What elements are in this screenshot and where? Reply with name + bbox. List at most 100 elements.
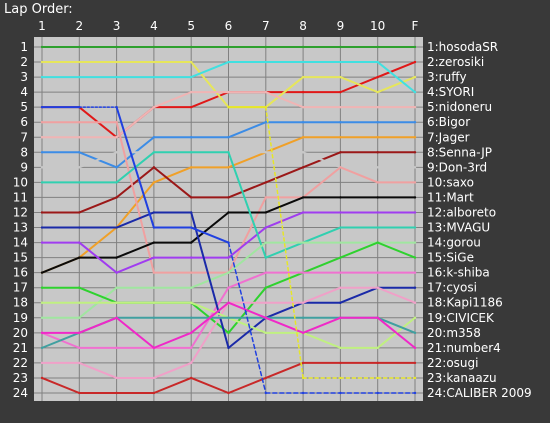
series-segment [190, 61, 230, 109]
data-point [264, 271, 267, 274]
y-tick-label: 11 [13, 190, 28, 204]
data-point [301, 376, 305, 380]
series-segment [41, 256, 81, 274]
series-segment [190, 91, 230, 109]
data-point [115, 301, 118, 304]
data-point [413, 136, 417, 139]
data-point [152, 75, 156, 79]
series-segment [115, 211, 155, 229]
data-point [227, 45, 230, 49]
series-segment [190, 301, 230, 319]
data-point [339, 301, 342, 304]
data-point [264, 211, 267, 214]
data-point [413, 166, 417, 169]
data-point [115, 121, 118, 124]
data-point [301, 196, 305, 199]
series-segment [227, 316, 267, 349]
data-point [78, 331, 81, 335]
data-point [376, 316, 379, 319]
series-segment [227, 151, 267, 259]
y-tick-label: 18 [13, 296, 28, 310]
y-tick-label: 9 [20, 160, 28, 174]
data-point [264, 105, 267, 109]
series-segment [227, 181, 267, 199]
series-segment [339, 76, 379, 94]
series-label: 19:CIVICEK [427, 311, 495, 325]
data-point [301, 90, 305, 94]
series-segment [78, 361, 118, 379]
data-point [339, 226, 342, 229]
series-segment [227, 241, 267, 274]
data-point [115, 151, 118, 154]
series-segment [264, 76, 305, 109]
series-segment [78, 316, 118, 334]
data-point [115, 136, 118, 139]
data-point [40, 166, 44, 169]
data-point [339, 286, 342, 289]
data-point [413, 226, 417, 229]
data-point [376, 271, 379, 274]
series-segment [376, 316, 416, 349]
y-tick-label: 16 [13, 266, 28, 280]
data-point [152, 376, 156, 380]
data-point [301, 331, 305, 335]
data-point [78, 75, 81, 79]
data-point [339, 391, 342, 395]
data-point [413, 181, 417, 184]
series-segment [152, 331, 193, 349]
data-point [227, 316, 230, 319]
data-point [376, 211, 379, 214]
data-point [152, 286, 156, 289]
series-segment [264, 166, 305, 184]
data-point [339, 361, 342, 365]
series-line [40, 211, 417, 350]
series-segment [190, 211, 230, 349]
data-point [264, 226, 267, 229]
series-line [40, 90, 417, 139]
data-point [190, 316, 193, 319]
data-point [227, 271, 230, 274]
data-point [376, 90, 379, 94]
data-point [190, 301, 193, 304]
series-segment [376, 286, 416, 304]
data-point [78, 241, 81, 244]
data-point [40, 346, 44, 350]
series-segment [302, 256, 342, 274]
data-point [40, 136, 44, 139]
data-point [115, 226, 118, 229]
series-segment [339, 166, 379, 184]
data-point [40, 121, 44, 124]
data-point [376, 45, 379, 49]
data-point [40, 361, 44, 365]
data-point [227, 196, 230, 199]
y-tick-label: 7 [20, 130, 28, 144]
data-point [152, 136, 156, 139]
data-point [40, 181, 44, 184]
data-point [301, 60, 305, 64]
y-tick-label: 17 [13, 281, 28, 295]
data-point [115, 45, 118, 49]
data-point [413, 376, 417, 380]
data-point [78, 105, 81, 109]
data-point [115, 196, 118, 199]
data-point [376, 376, 379, 380]
data-point [115, 181, 118, 184]
data-point [376, 241, 379, 244]
data-point [339, 105, 342, 109]
data-point [190, 241, 193, 244]
series-segment [302, 331, 342, 349]
series-segment [227, 151, 267, 169]
series-segment [41, 376, 81, 394]
series-segment [190, 376, 230, 394]
y-tick-label: 21 [13, 341, 28, 355]
data-point [413, 151, 417, 154]
data-point [227, 286, 230, 289]
series-segment [152, 376, 193, 394]
series-line [40, 286, 417, 380]
data-point [152, 211, 156, 214]
series-segment [264, 271, 305, 289]
data-point [264, 196, 267, 199]
data-point [227, 105, 230, 109]
data-point [152, 166, 156, 169]
series-label: 14:gorou [427, 236, 481, 250]
